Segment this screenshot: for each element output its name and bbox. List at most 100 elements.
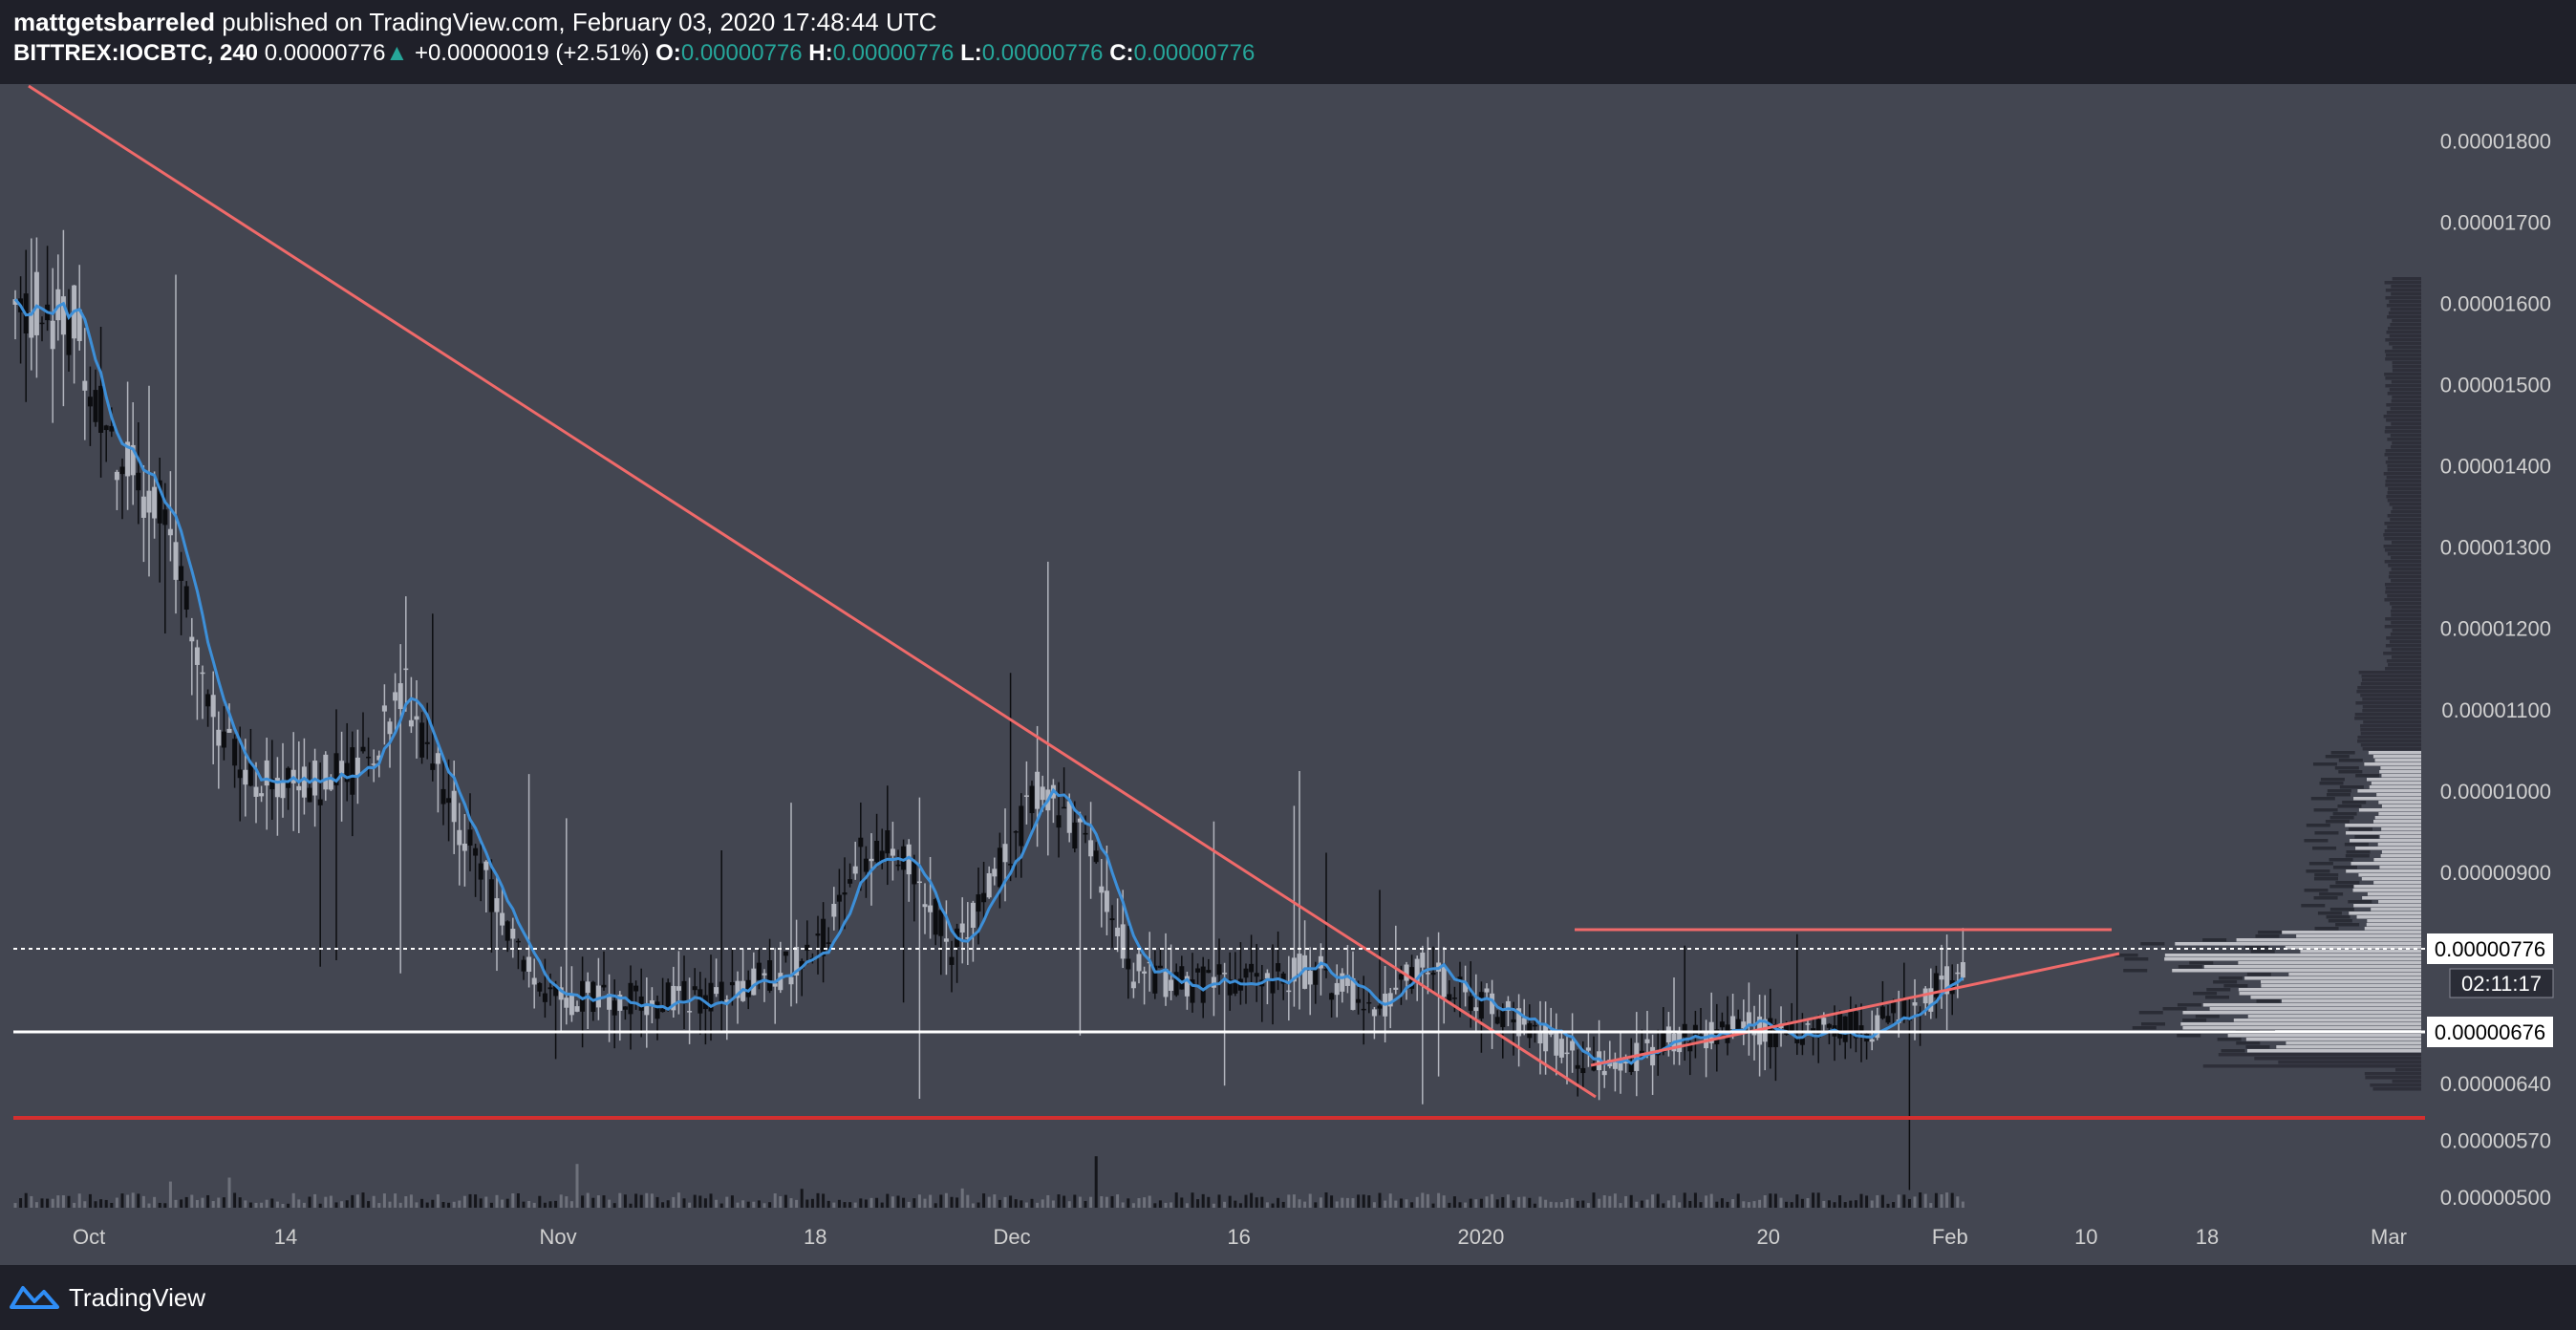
volume-bar xyxy=(1940,1194,1943,1208)
time-axis[interactable]: Oct 14 Nov 18 Dec 16 2020 20 Feb 10 18 Mar xyxy=(73,1225,2407,1249)
volume-bar xyxy=(287,1203,290,1208)
volume-bar xyxy=(1345,1197,1349,1208)
volume-profile-row xyxy=(2175,942,2421,946)
volume-profile-row xyxy=(2276,1045,2421,1049)
volume-profile-row xyxy=(2353,904,2421,908)
candle-body xyxy=(714,987,719,995)
volume-bar xyxy=(1319,1197,1322,1208)
volume-bar xyxy=(1394,1200,1398,1208)
volume-bar xyxy=(1131,1203,1135,1208)
candle-body xyxy=(1404,964,1409,981)
volume-bar xyxy=(1876,1194,1879,1208)
volume-bar xyxy=(34,1202,38,1208)
volume-profile-row xyxy=(2218,1053,2421,1057)
volume-profile-row xyxy=(2388,457,2421,461)
volume-bar xyxy=(800,1189,804,1208)
volume-profile-row xyxy=(2380,766,2421,770)
volume-bar xyxy=(848,1202,852,1208)
volume-bar xyxy=(168,1181,172,1208)
volume-bar xyxy=(1816,1192,1820,1208)
volume-bar xyxy=(13,1203,17,1208)
volume-bar xyxy=(1886,1203,1890,1208)
volume-profile-row xyxy=(2381,827,2421,831)
volume-profile-row xyxy=(2285,946,2421,950)
volume-bar xyxy=(1913,1196,1917,1208)
volume-bar xyxy=(61,1195,65,1208)
candle-body xyxy=(901,846,907,870)
brand-name[interactable]: TradingView xyxy=(69,1282,206,1312)
candle-body xyxy=(1784,1023,1790,1035)
candle-body xyxy=(1815,1019,1821,1039)
volume-bar xyxy=(1769,1193,1772,1208)
volume-profile-row xyxy=(2373,820,2421,824)
short-downtrend-line[interactable] xyxy=(1375,954,1597,1099)
candle-body xyxy=(344,762,350,783)
candle-body xyxy=(339,761,345,774)
volume-bar xyxy=(1174,1192,1178,1208)
volume-bar xyxy=(1330,1195,1334,1208)
volume-profile-row xyxy=(2355,701,2421,705)
candle-body xyxy=(1184,976,1190,997)
volume-profile-row xyxy=(2182,1026,2421,1030)
volume-profile-row xyxy=(2389,342,2421,346)
rising-support-line[interactable] xyxy=(1590,952,2120,1067)
downtrend-line[interactable] xyxy=(28,84,1377,957)
tradingview-logo-icon[interactable] xyxy=(10,1282,59,1313)
volume-profile-row xyxy=(2317,912,2342,915)
candle-body xyxy=(1901,998,1907,1019)
volume-profile-row xyxy=(2213,980,2238,984)
volume-profile-row xyxy=(2372,755,2421,759)
chart-header: mattgetsbarreled published on TradingVie… xyxy=(13,6,2565,69)
volume-bar xyxy=(1576,1200,1579,1208)
volume-bar xyxy=(912,1198,916,1208)
volume-profile-row xyxy=(2281,999,2421,1003)
volume-profile-row xyxy=(2390,633,2421,636)
candle-body xyxy=(130,444,136,476)
volume-bar xyxy=(795,1199,799,1208)
volume-bar xyxy=(431,1199,435,1208)
volume-bar xyxy=(977,1202,980,1208)
candle-body xyxy=(462,843,467,851)
chart-background[interactable] xyxy=(0,84,2576,1265)
volume-bar xyxy=(1100,1196,1104,1208)
volume-profile-row xyxy=(2138,1011,2163,1015)
volume-bar xyxy=(1238,1203,1242,1208)
volume-bar xyxy=(1105,1196,1108,1208)
volume-profile-row xyxy=(2246,1049,2421,1053)
candle-body xyxy=(1837,1013,1843,1039)
volume-profile-row xyxy=(2320,778,2345,782)
volume-bar xyxy=(281,1203,285,1208)
volume-bar xyxy=(784,1194,787,1208)
volume-profile-row xyxy=(2195,1015,2220,1019)
candle-body xyxy=(1099,886,1105,893)
candle-body xyxy=(403,668,409,671)
time-axis-tick: 2020 xyxy=(1457,1225,1504,1249)
candle-body xyxy=(767,960,773,991)
price-axis-tick: 0.00001400 xyxy=(2440,455,2551,479)
volume-bar xyxy=(137,1193,140,1208)
candle-body xyxy=(751,968,757,996)
volume-profile-row xyxy=(2386,659,2421,663)
candle-body xyxy=(976,894,981,912)
volume-bar xyxy=(752,1201,756,1208)
volume-bar xyxy=(452,1201,456,1208)
volume-profile-row xyxy=(2132,1026,2157,1030)
volume-bar xyxy=(736,1202,740,1208)
candle-body xyxy=(98,385,104,433)
volume-profile-row xyxy=(2392,606,2421,610)
candle-body xyxy=(1543,1024,1549,1052)
candle-body xyxy=(1730,1016,1736,1029)
candle-body xyxy=(237,769,243,779)
candle-body xyxy=(1885,1016,1891,1023)
volume-bar xyxy=(1410,1202,1414,1208)
volume-bar xyxy=(527,1201,531,1208)
candle-body xyxy=(1842,1016,1848,1042)
author-name[interactable]: mattgetsbarreled xyxy=(13,8,215,36)
last-price-tag-text: 0.00000776 xyxy=(2435,937,2545,961)
symbol-label[interactable]: BITTREX:IOCBTC, 240 xyxy=(13,40,259,66)
volume-bar xyxy=(1571,1197,1575,1208)
volume-profile-row xyxy=(2362,747,2421,751)
volume-bar xyxy=(153,1196,157,1208)
marked-level-tag-text: 0.00000676 xyxy=(2435,1020,2545,1044)
